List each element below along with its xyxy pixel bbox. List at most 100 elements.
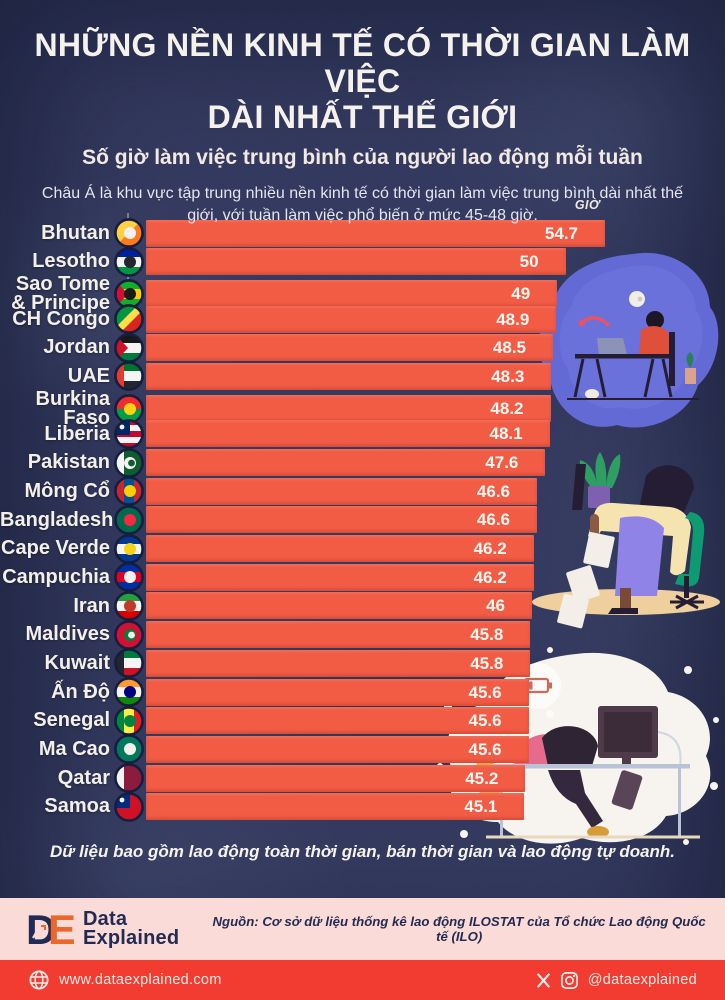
chart-row: Senegal 45.6 — [0, 705, 725, 736]
website-link[interactable]: www.dataexplained.com — [59, 972, 222, 988]
country-label: Jordan — [43, 336, 110, 359]
bar-track: 45.1 — [146, 793, 725, 821]
value-bar: 45.2 — [146, 764, 526, 792]
value-label: 48.9 — [496, 309, 530, 329]
brand-logo: D E Data Explained — [26, 908, 179, 950]
country-label: Cape Verde — [1, 537, 110, 560]
value-bar: 48.1 — [146, 420, 550, 448]
country-label: Campuchia — [2, 565, 110, 588]
chart-row: Ấn Độ 45.6 — [0, 677, 725, 707]
bar-track: 48.5 — [146, 334, 725, 362]
chart-row: Maldives 45.8 — [0, 619, 725, 650]
value-bar: 46.2 — [146, 535, 534, 563]
country-label: Kuwait — [44, 652, 110, 675]
country-label: Maldives — [25, 623, 110, 646]
chart-row: Campuchia 46.2 — [0, 562, 725, 593]
chart-row: Sao Tome & Principe 49 — [0, 274, 725, 313]
value-label: 45.2 — [465, 768, 499, 788]
value-bar: 47.6 — [146, 449, 546, 476]
bar-track: 46.6 — [146, 506, 725, 534]
flag-samoa-icon — [112, 791, 146, 822]
header: NHỮNG NỀN KINH TẾ CÓ THỜI GIAN LÀM VIỆC … — [0, 27, 725, 226]
value-bar: 45.6 — [146, 678, 529, 706]
chart-row: Bangladesh 46.6 — [0, 504, 725, 535]
chart-row: Samoa 45.1 — [0, 791, 725, 822]
country-label: Senegal — [33, 709, 110, 732]
source-text: Nguồn: Cơ sở dữ liệu thống kê lao động I… — [212, 914, 706, 944]
bar-track: 45.2 — [146, 764, 725, 792]
bar-track: 48.1 — [146, 420, 725, 448]
chart-row: Qatar 45.2 — [0, 763, 725, 793]
country-label: Liberia — [44, 422, 110, 445]
source-band: D E Data Explained Nguồn: Cơ sở dữ liệu … — [0, 898, 725, 960]
value-bar: 45.8 — [146, 649, 531, 677]
value-bar: 48.9 — [146, 305, 557, 333]
bar-track: 45.6 — [146, 678, 725, 706]
value-label: 47.6 — [485, 453, 519, 472]
country-label: Ma Cao — [38, 738, 110, 761]
value-label: 45.1 — [464, 797, 498, 817]
flag-pakistan-icon — [112, 447, 146, 478]
chart-row: Liberia 48.1 — [0, 418, 725, 449]
value-label: 45.8 — [470, 653, 504, 673]
chart-row: Jordan 48.5 — [0, 332, 725, 363]
chart-row: UAE 48.3 — [0, 361, 725, 392]
flag-cape-verde-icon — [112, 533, 146, 564]
flag-mongolia-icon — [112, 476, 146, 507]
chart-row: Iran 46 — [0, 591, 725, 621]
value-label: 46.6 — [476, 510, 510, 530]
bar-track: 46.2 — [146, 535, 725, 563]
value-label: 45.6 — [468, 711, 502, 731]
value-label: 48.3 — [491, 366, 525, 386]
title-line-1: NHỮNG NỀN KINH TẾ CÓ THỜI GIAN LÀM VIỆC — [34, 27, 691, 99]
bar-track: 47.6 — [146, 449, 725, 476]
title-line-2: DÀI NHẤT THẾ GIỚI — [207, 98, 518, 135]
social-handle-link[interactable]: @dataexplained — [587, 972, 697, 988]
value-label: 46.6 — [476, 481, 510, 501]
flag-liberia-icon — [112, 418, 146, 449]
country-label: Qatar — [57, 766, 110, 789]
instagram-icon[interactable] — [560, 971, 579, 990]
bar-track: 45.6 — [146, 707, 725, 735]
flag-iran-icon — [112, 591, 146, 621]
value-bar: 45.1 — [146, 793, 525, 821]
country-label: Iran — [73, 594, 110, 617]
flag-ch-congo-icon — [112, 304, 146, 334]
bar-track: 45.8 — [146, 649, 725, 677]
value-bar: 48.5 — [146, 334, 553, 362]
value-label: 46 — [486, 596, 505, 616]
flag-jordan-icon — [112, 332, 146, 363]
chart-row: Cape Verde 46.2 — [0, 533, 725, 564]
page-title: NHỮNG NỀN KINH TẾ CÓ THỜI GIAN LÀM VIỆC … — [0, 27, 725, 135]
flag-cambodia-icon — [112, 562, 146, 593]
bar-track: 45.8 — [146, 621, 725, 649]
flag-maldives-icon — [112, 619, 146, 650]
bar-chart: Bhutan 54.7 Lesotho 50 Sao Tome & — [0, 218, 725, 822]
chart-row: Lesotho 50 — [0, 246, 725, 277]
bar-track: 48.3 — [146, 362, 725, 390]
footnote: Dữ liệu bao gồm lao động toàn thời gian,… — [49, 842, 676, 861]
flag-uae-icon — [112, 361, 146, 392]
brand-wordmark: Data Explained — [83, 909, 180, 949]
value-bar: 46 — [146, 592, 532, 620]
value-bar: 45.6 — [146, 707, 529, 735]
value-label: 48.5 — [492, 338, 526, 358]
brand-line-2: Explained — [83, 927, 180, 949]
bar-track: 48.9 — [146, 305, 725, 333]
value-bar: 50 — [146, 248, 566, 276]
x-twitter-icon[interactable] — [536, 972, 551, 988]
chart-row: CH Congo 48.9 — [0, 304, 725, 334]
country-label: CH Congo — [12, 307, 110, 330]
value-label: 48.1 — [489, 424, 523, 444]
chart-row: Burkina Faso 48.2 — [0, 389, 725, 428]
subtitle: Số giờ làm việc trung bình của người lao… — [82, 146, 643, 170]
globe-icon — [29, 970, 49, 990]
flag-india-icon — [112, 677, 146, 707]
unit-label: GIỜ — [574, 198, 600, 212]
country-label: Bangladesh — [0, 508, 114, 531]
flag-kuwait-icon — [112, 648, 146, 679]
data-explained-monogram-icon: D E — [26, 908, 74, 950]
value-label: 45.8 — [470, 625, 504, 645]
bar-track: 45.6 — [146, 735, 725, 763]
